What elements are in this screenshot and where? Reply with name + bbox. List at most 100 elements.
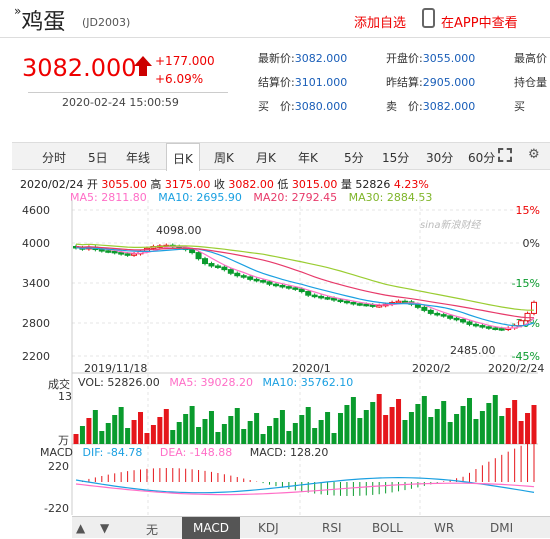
- tab-0[interactable]: 分时: [42, 151, 67, 165]
- indicator-tab-0[interactable]: 无: [146, 523, 159, 537]
- quote-field-value: 3080.000: [294, 100, 348, 113]
- tab-10[interactable]: 60分: [468, 151, 496, 165]
- instrument-name: »鸡蛋: [14, 4, 66, 35]
- candle-body: [260, 280, 267, 283]
- quote-field: 最新价:3082.000: [258, 50, 347, 66]
- price-tick: 2200: [22, 350, 50, 363]
- volume-bar: [518, 421, 524, 444]
- quote-field-label: 最高价: [514, 52, 547, 65]
- quote-field-label: 开盘价:: [386, 52, 423, 65]
- add-favorite-link[interactable]: 添加自选: [354, 16, 407, 31]
- volume-bar: [234, 408, 240, 444]
- quote-field: 昨结算:2905.000: [386, 74, 475, 90]
- volume-bar: [267, 426, 273, 444]
- indicator-tab-6[interactable]: DMI: [490, 521, 514, 535]
- volume-bar: [79, 426, 85, 444]
- candle-body: [208, 263, 215, 267]
- quote-field-value: 3055.000: [422, 52, 476, 65]
- tab-6[interactable]: 年K: [298, 151, 318, 165]
- volume-bar: [460, 406, 466, 444]
- indicator-tabbar: ▲ ▼ 无 MACD KDJ RSI BOLL WR DMI: [72, 516, 550, 539]
- volume-bar: [512, 400, 518, 444]
- fullscreen-icon[interactable]: [498, 148, 512, 162]
- tab-1[interactable]: 5日: [88, 151, 108, 165]
- instrument-code: (JD2003): [82, 16, 131, 29]
- date-tick: 2020/1: [292, 362, 331, 375]
- quote-field: 卖 价:3082.000: [386, 98, 475, 114]
- indicator-tab-1[interactable]: MACD: [182, 517, 240, 539]
- tab-4[interactable]: 周K: [214, 151, 234, 165]
- dea-line: [75, 482, 535, 496]
- volume-bar: [73, 434, 79, 444]
- quote-field-label: 结算价:: [258, 76, 295, 89]
- date-tick: 2019/11/18: [84, 362, 147, 375]
- volume-bar: [466, 398, 472, 444]
- candle-body: [369, 304, 376, 307]
- volume-bar: [492, 395, 498, 444]
- tab-3[interactable]: 日K: [166, 143, 200, 171]
- volume-bar: [305, 407, 311, 444]
- candle-body: [343, 300, 350, 304]
- open-in-app-link[interactable]: 在APP中查看: [441, 16, 518, 31]
- candle-body: [440, 314, 447, 317]
- indicator-tab-4[interactable]: BOLL: [372, 521, 403, 535]
- volume-bar: [183, 414, 189, 444]
- candle-body: [466, 321, 473, 325]
- volume-bar: [363, 410, 369, 444]
- candle-body: [395, 300, 402, 304]
- volume-bar: [486, 403, 492, 444]
- volume-bar: [99, 431, 105, 444]
- candle-body: [105, 250, 112, 253]
- quote-field: 结算价:3101.000: [258, 74, 347, 90]
- date-tick: 2020/2/24: [488, 362, 544, 375]
- volume-bar: [344, 405, 350, 444]
- quote-field-label: 昨结算:: [386, 76, 423, 89]
- volume-bar: [312, 428, 318, 444]
- volume-bar: [441, 401, 447, 444]
- tab-8[interactable]: 15分: [382, 151, 410, 165]
- volume-bar: [350, 397, 356, 444]
- next-button[interactable]: ▼: [100, 521, 110, 535]
- tab-7[interactable]: 5分: [344, 151, 364, 165]
- volume-bar: [525, 413, 531, 444]
- candle-body: [214, 265, 221, 268]
- ma-line: [75, 243, 534, 311]
- candle-body: [479, 325, 486, 328]
- macd-axis-top: 220: [48, 460, 69, 473]
- prev-button[interactable]: ▲: [76, 521, 86, 535]
- candle-body: [518, 320, 525, 327]
- quote-field-value: 3082.000: [422, 100, 476, 113]
- tab-9[interactable]: 30分: [426, 151, 454, 165]
- ma-line: [75, 247, 535, 327]
- volume-bar: [176, 422, 182, 444]
- quote-field: 最高价: [514, 50, 547, 66]
- volume-bar: [415, 404, 421, 444]
- indicator-tab-3[interactable]: RSI: [322, 521, 342, 535]
- low-annotation: 2485.00: [450, 344, 496, 357]
- price-change: +177.000: [155, 54, 215, 68]
- candle-body: [118, 252, 125, 255]
- volume-bar: [105, 423, 111, 444]
- candle-body: [531, 301, 537, 314]
- volume-bar: [473, 419, 479, 444]
- tab-2[interactable]: 年线: [126, 151, 151, 165]
- tab-5[interactable]: 月K: [256, 151, 276, 165]
- indicator-tab-5[interactable]: WR: [434, 521, 455, 535]
- volume-bar: [228, 416, 234, 444]
- volume-bar: [325, 412, 331, 444]
- volume-bar: [499, 416, 505, 444]
- volume-bar: [402, 420, 408, 444]
- volume-bar: [357, 418, 363, 444]
- indicator-tab-2[interactable]: KDJ: [258, 521, 279, 535]
- volume-bar: [221, 424, 227, 444]
- volume-bar: [170, 430, 176, 444]
- candle-body: [292, 287, 299, 290]
- candle-body: [447, 315, 454, 319]
- volume-bar: [260, 434, 266, 444]
- volume-bar: [254, 413, 260, 444]
- price-change-pct: +6.09%: [155, 72, 204, 86]
- settings-icon[interactable]: ⚙: [528, 147, 540, 162]
- candle-body: [472, 323, 479, 327]
- volume-bar: [447, 422, 453, 444]
